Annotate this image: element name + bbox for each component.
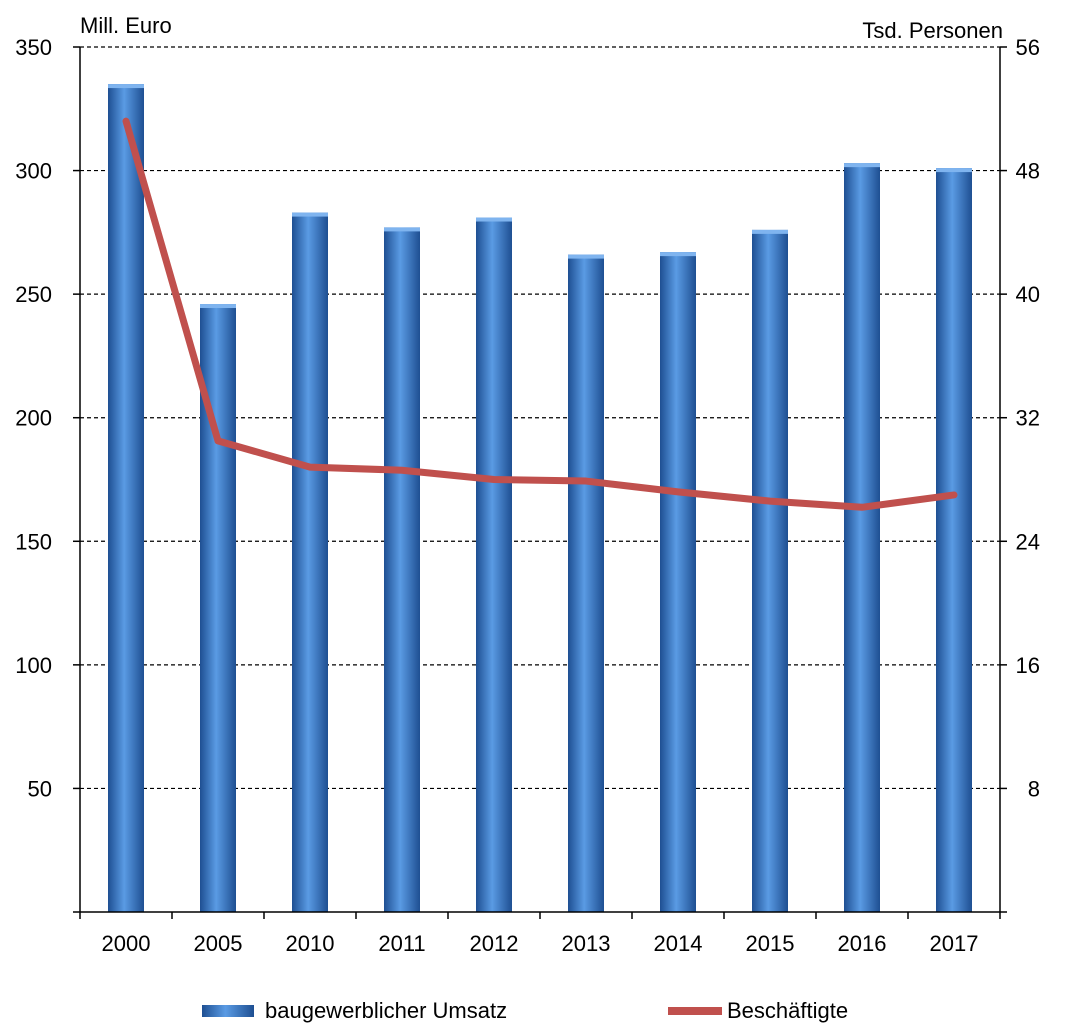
bar-top-highlight <box>844 163 880 168</box>
bar-top-highlight <box>108 84 144 89</box>
legend: baugewerblicher Umsatz Beschäftigte <box>202 998 848 1023</box>
line-series <box>122 117 958 511</box>
bar <box>844 163 880 912</box>
line-beschaeftigte <box>122 117 958 511</box>
left-tick-label: 50 <box>28 776 52 801</box>
bar-top-highlight <box>752 229 788 234</box>
right-axis-unit: Tsd. Personen <box>862 18 1003 43</box>
left-tick-label: 300 <box>15 159 52 184</box>
legend-label-bar: baugewerblicher Umsatz <box>265 998 507 1023</box>
left-tick-label: 100 <box>15 653 52 678</box>
x-tick-label: 2011 <box>378 931 425 956</box>
bar <box>108 84 144 913</box>
tick-labels: 50 100 150 200 250 300 350 8 16 24 32 40 48 56 2000 200… <box>15 35 1040 956</box>
bar <box>752 229 788 912</box>
right-tick-label: 48 <box>1016 159 1040 184</box>
legend-swatch-bar <box>202 1005 254 1017</box>
bar-series <box>108 84 972 913</box>
x-tick-label: 2013 <box>562 931 611 956</box>
left-tick-label: 200 <box>15 406 52 431</box>
bar <box>936 168 972 913</box>
left-tick-label: 250 <box>15 282 52 307</box>
bar <box>568 254 604 913</box>
bar <box>660 252 696 913</box>
x-tick-label: 2017 <box>930 931 979 956</box>
bar <box>384 227 420 912</box>
right-tick-label: 40 <box>1016 282 1040 307</box>
x-tick-label: 2014 <box>654 931 703 956</box>
right-tick-label: 8 <box>1028 776 1040 801</box>
left-tick-label: 150 <box>15 529 52 554</box>
x-tick-label: 2005 <box>194 931 243 956</box>
legend-label-line: Beschäftigte <box>727 998 848 1023</box>
bar-top-highlight <box>936 168 972 173</box>
left-axis-unit: Mill. Euro <box>80 13 172 38</box>
bar-top-highlight <box>200 304 236 309</box>
axes <box>73 46 1007 919</box>
x-tick-label: 2016 <box>838 931 887 956</box>
x-tick-label: 2015 <box>746 931 795 956</box>
bar <box>292 212 328 913</box>
right-tick-label: 24 <box>1016 529 1040 554</box>
bar-top-highlight <box>384 227 420 232</box>
right-tick-label: 56 <box>1016 35 1040 60</box>
bar-top-highlight <box>568 254 604 259</box>
x-tick-label: 2010 <box>286 931 335 956</box>
bar <box>476 217 512 912</box>
x-tick-label: 2012 <box>470 931 519 956</box>
right-tick-label: 16 <box>1016 653 1040 678</box>
x-tick-label: 2000 <box>102 931 151 956</box>
bar-top-highlight <box>476 217 512 222</box>
right-tick-label: 32 <box>1016 406 1040 431</box>
bar-top-highlight <box>660 252 696 257</box>
bar-top-highlight <box>292 212 328 217</box>
left-tick-label: 350 <box>15 35 52 60</box>
